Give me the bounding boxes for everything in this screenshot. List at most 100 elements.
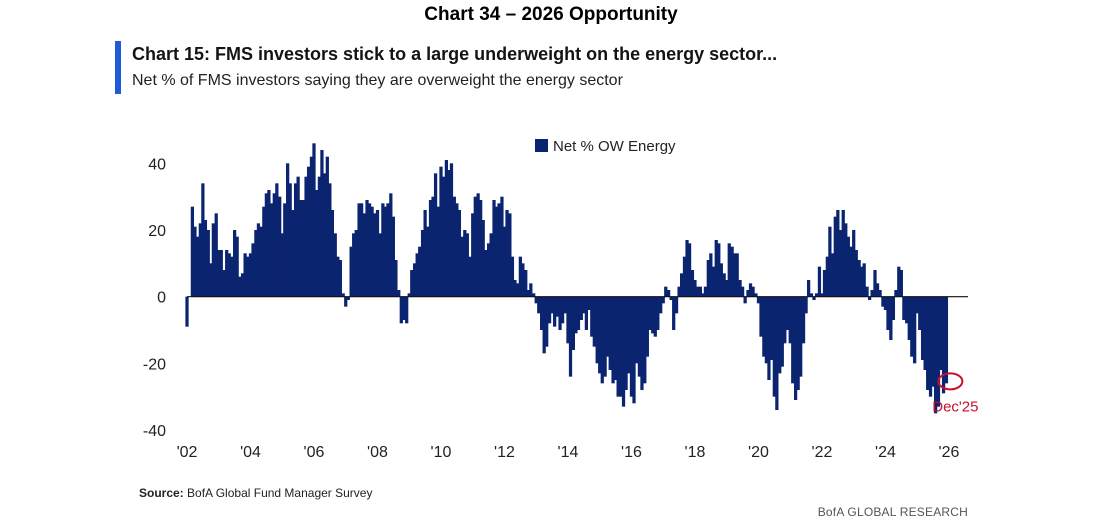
bar [521,263,525,297]
bar [534,296,538,304]
bar [767,296,771,380]
bar [479,200,483,297]
bar [846,236,850,297]
bar [296,176,300,297]
bar [920,296,925,360]
bar [344,296,348,307]
source-note: Source: BofA Global Fund Manager Survey [139,486,372,500]
bar [314,190,319,297]
bar [693,280,697,297]
bar [905,296,909,324]
bar [362,213,366,297]
bar [333,233,337,297]
bar [214,213,218,297]
bar [687,243,692,297]
bar [248,253,253,297]
bar [722,273,726,297]
bar [629,296,634,397]
bar [690,270,695,297]
bar [878,290,882,297]
bar [672,296,676,330]
bar [259,226,263,297]
bar [828,226,832,297]
bar [537,296,541,314]
bar [547,296,552,324]
bar [598,296,602,374]
bar [780,296,784,367]
bar [854,250,858,297]
bar [328,183,332,297]
bar [648,296,652,330]
bar [346,296,350,300]
bar [240,273,245,297]
bar [540,296,544,330]
bar [246,256,250,297]
bar [405,296,409,324]
x-tick-label: '24 [875,444,896,461]
bar [709,253,713,297]
bar [190,206,195,297]
bar [852,230,856,297]
bar [603,296,607,377]
x-tick-label: '02 [177,444,198,461]
bar [801,296,806,344]
bar [836,210,840,297]
bar [306,166,311,297]
bar [433,173,438,297]
bar [820,293,824,297]
bar [341,293,345,297]
bar [473,196,477,297]
bar [322,173,327,297]
bar [640,296,644,390]
bar [375,210,380,297]
bar [378,233,382,297]
bar [235,236,239,297]
bar [733,253,737,297]
bar [460,236,464,297]
bar [518,256,522,297]
bar [553,296,557,327]
bar [441,176,446,297]
bar [584,296,589,330]
bar [841,210,845,297]
bar [211,223,215,297]
bar [286,163,290,297]
bar [814,293,819,297]
bar [381,203,385,297]
bar [635,296,639,364]
bar [590,296,594,337]
bar [751,286,755,297]
bar [420,230,425,297]
bar [875,283,880,297]
y-tick-label: -20 [143,356,166,373]
bar [796,296,800,390]
bar [889,296,893,340]
bar [502,226,507,297]
bar [283,203,287,297]
bar [664,286,668,297]
bar [936,296,941,407]
y-tick-label: 20 [148,223,166,240]
bar [566,296,570,344]
bar [468,256,472,297]
bar [830,253,835,297]
bar [740,286,745,297]
bar [717,243,721,297]
bar [944,296,949,384]
bar [754,293,758,297]
bar [666,290,671,297]
bar [941,296,946,394]
bar [399,296,403,324]
bar [542,296,546,354]
bar [423,210,427,297]
bar [413,263,417,297]
bar [415,253,419,297]
bar [833,216,837,297]
x-tick-label: '12 [494,444,515,461]
bar [725,280,729,297]
bar [804,296,808,314]
bar [484,250,488,297]
bar [727,243,731,297]
bar [817,266,822,297]
bar [317,176,322,297]
